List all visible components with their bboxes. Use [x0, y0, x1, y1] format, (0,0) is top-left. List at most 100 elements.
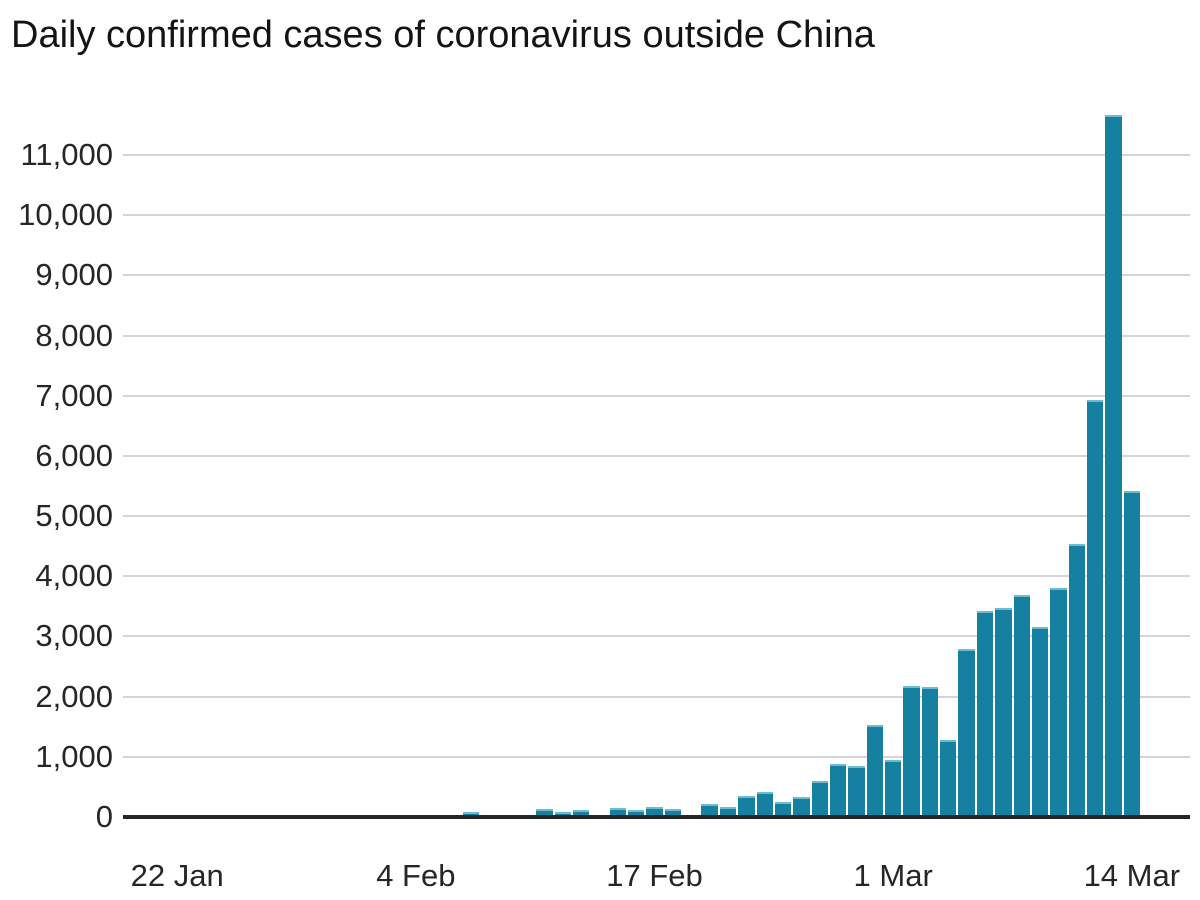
bar-slot [645, 100, 663, 817]
bar [903, 685, 920, 817]
bar [738, 796, 755, 817]
bar-slot [297, 100, 315, 817]
x-tick-label: 4 Feb [376, 858, 456, 893]
bar [811, 780, 828, 817]
gridline [123, 575, 1190, 578]
y-tick-label: 1,000 [35, 738, 113, 774]
bar-slot [517, 100, 535, 817]
bar-slot [443, 100, 461, 817]
x-axis-line [123, 815, 1190, 819]
bar-slot [333, 100, 351, 817]
bar-slot [847, 100, 865, 817]
gridline [123, 695, 1190, 698]
y-tick-label: 2,000 [35, 678, 113, 714]
bar [958, 648, 975, 817]
bar-slot [664, 100, 682, 817]
bar [756, 792, 773, 817]
bar [627, 809, 645, 817]
bar [940, 740, 957, 817]
bar [554, 812, 571, 817]
bar-slot [1068, 100, 1086, 817]
bar-slot [921, 100, 939, 817]
y-tick-label: 11,000 [20, 137, 113, 173]
bar-slot [425, 100, 443, 817]
bar-slot [535, 100, 553, 817]
gridline [123, 515, 1190, 518]
bar [793, 796, 810, 817]
gridline [123, 635, 1190, 638]
bar [921, 687, 939, 817]
bar [1031, 626, 1049, 817]
bar [646, 807, 663, 817]
bar-slot [609, 100, 627, 817]
bar [995, 608, 1012, 817]
bar-slot [682, 100, 700, 817]
bar [572, 810, 590, 817]
bar [848, 766, 865, 817]
y-tick-label: 7,000 [35, 377, 113, 413]
bar-slot [902, 100, 920, 817]
bar-slot [939, 100, 957, 817]
y-tick-label: 0 [95, 799, 113, 834]
bar-slot [627, 100, 645, 817]
bar-slot [223, 100, 241, 817]
bar-slot [994, 100, 1012, 817]
bar-slot [1123, 100, 1141, 817]
bar-slot [498, 100, 516, 817]
bar-slot [976, 100, 994, 817]
bar-slot [186, 100, 204, 817]
bar-slot [737, 100, 755, 817]
bar [976, 611, 994, 817]
bar [664, 808, 682, 817]
bar-slot [352, 100, 370, 817]
bar [866, 725, 884, 817]
bar-slot [370, 100, 388, 817]
bar [1013, 595, 1030, 817]
bar [609, 808, 626, 817]
bar-slot [168, 100, 186, 817]
y-tick-label: 4,000 [35, 558, 113, 594]
bar-slot [700, 100, 718, 817]
bar-slot [480, 100, 498, 817]
bar-slot [1031, 100, 1049, 817]
bar-slot [792, 100, 810, 817]
bar-slot [811, 100, 829, 817]
bar-slot [756, 100, 774, 817]
bar-slot [407, 100, 425, 817]
gridline [123, 755, 1190, 758]
bar-slot [205, 100, 223, 817]
bar [1105, 114, 1122, 817]
bar-slot [1104, 100, 1122, 817]
bar-slot [462, 100, 480, 817]
x-tick-label: 1 Mar [853, 858, 933, 893]
bar-slot [315, 100, 333, 817]
bar-slot [957, 100, 975, 817]
bar [719, 807, 737, 817]
bar [1086, 399, 1104, 817]
bar [536, 808, 553, 817]
bar [885, 759, 902, 817]
bar-slot [719, 100, 737, 817]
gridline [123, 454, 1190, 457]
x-tick-label: 17 Feb [606, 858, 703, 893]
gridline [123, 274, 1190, 277]
bar-slot [866, 100, 884, 817]
bar-slot [1086, 100, 1104, 817]
bar-slot [554, 100, 572, 817]
y-tick-label: 8,000 [35, 317, 113, 353]
bar-slot [241, 100, 259, 817]
chart-title: Daily confirmed cases of coronavirus out… [11, 14, 875, 56]
bar-slot [572, 100, 590, 817]
bar-slot [1049, 100, 1067, 817]
bar-slot [774, 100, 792, 817]
bar-slot [1013, 100, 1031, 817]
bar-slot [590, 100, 608, 817]
x-tick-label: 22 Jan [130, 858, 224, 893]
gridline [123, 154, 1190, 157]
y-tick-label: 10,000 [18, 197, 113, 233]
y-tick-label: 5,000 [35, 498, 113, 534]
bar [829, 764, 847, 817]
bar [1123, 490, 1141, 817]
